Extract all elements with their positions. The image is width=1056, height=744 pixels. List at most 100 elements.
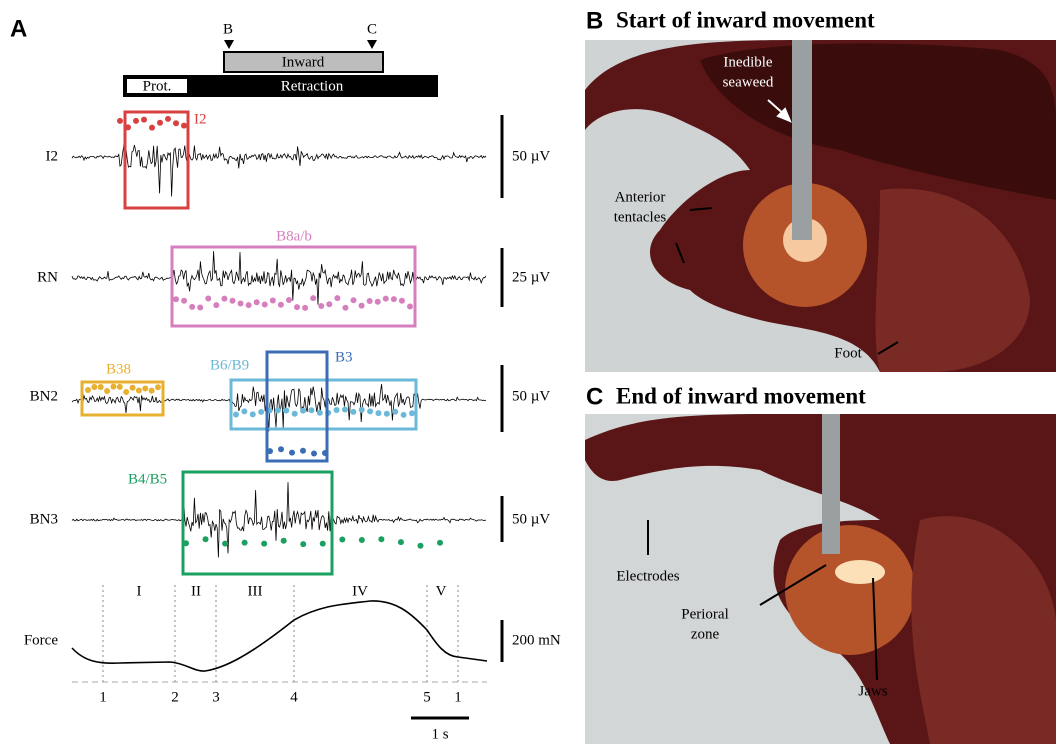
protraction-label: Prot. xyxy=(143,78,172,94)
unit-dot xyxy=(400,411,407,418)
unit-dot xyxy=(165,115,171,122)
channel-label: BN2 xyxy=(30,388,58,404)
unit-dot xyxy=(141,116,147,123)
time-point: 5 xyxy=(423,689,431,705)
unit-dot xyxy=(173,296,179,303)
unit-dot xyxy=(375,410,382,417)
unit-dot xyxy=(366,298,373,305)
marker xyxy=(224,40,377,49)
scale-label: 50 µV xyxy=(512,511,550,527)
channel-label: RN xyxy=(37,269,58,285)
unit-dot xyxy=(278,446,284,453)
unit-dot xyxy=(398,297,405,304)
phase-label: I xyxy=(137,583,142,599)
unit-dot xyxy=(197,304,204,311)
phase-label: II xyxy=(191,583,201,599)
unit-label: B38 xyxy=(106,361,131,377)
unit-dot xyxy=(392,408,399,415)
unit-dot xyxy=(283,407,290,414)
time-point: 1 xyxy=(454,689,462,705)
unit-dot xyxy=(123,388,130,395)
unit-dot xyxy=(341,406,348,413)
protraction-bar xyxy=(127,79,187,93)
unit-dot xyxy=(253,299,260,306)
scale-label: 50 µV xyxy=(512,388,550,404)
unit-dot xyxy=(258,408,265,415)
unit-dot xyxy=(383,410,390,417)
unit-dot xyxy=(319,540,326,547)
annotation: Foot xyxy=(834,345,862,361)
annotation: Inedible xyxy=(723,54,772,70)
unit-dot xyxy=(294,304,301,311)
unit-dot xyxy=(222,540,229,547)
unit-dot xyxy=(129,384,136,391)
scale-label: 25 µV xyxy=(512,269,550,285)
unit-dot xyxy=(233,411,239,418)
unit-label: B6/B9 xyxy=(210,357,249,373)
unit-dot xyxy=(181,122,187,129)
unit-dot xyxy=(334,295,341,302)
unit-dot xyxy=(97,384,104,391)
unit-dot xyxy=(333,407,340,414)
time-point: 1 xyxy=(99,689,107,705)
unit-dot xyxy=(374,298,381,305)
unit-dot xyxy=(181,297,188,304)
panel-label: B xyxy=(586,7,603,34)
unit-dot xyxy=(269,297,276,304)
retraction-bar xyxy=(123,75,438,97)
unit-dot xyxy=(133,117,139,124)
time-point: 2 xyxy=(171,689,179,705)
unit-dot xyxy=(213,302,220,309)
unit-dot xyxy=(378,536,385,543)
unit-dot xyxy=(339,536,346,543)
unit-dot xyxy=(277,301,284,308)
phase-lines xyxy=(102,585,459,682)
unit-dot xyxy=(117,117,123,124)
unit-dot xyxy=(397,539,404,546)
unit-dot xyxy=(205,295,212,302)
unit-dot xyxy=(249,411,256,418)
photo-c xyxy=(585,414,1056,744)
unit-label: B8a/b xyxy=(276,228,312,244)
unit-dot xyxy=(135,387,142,394)
trace xyxy=(71,134,487,197)
unit-dot xyxy=(116,383,123,390)
unit-dot xyxy=(229,297,236,304)
arrows xyxy=(647,520,878,681)
time-scale-label: 1 s xyxy=(431,726,448,742)
scale-bars xyxy=(411,115,504,720)
photo-b xyxy=(585,40,1056,372)
unit-dot xyxy=(241,539,248,546)
unit-dot xyxy=(157,119,163,126)
inward-label: Inward xyxy=(282,54,325,70)
unit-label: B4/B5 xyxy=(128,471,167,487)
phase-label: IV xyxy=(352,583,368,599)
unit-dot xyxy=(367,408,374,415)
unit-dot xyxy=(91,383,98,390)
unit-dot xyxy=(409,410,415,417)
unit-boxes xyxy=(80,110,418,576)
annotation: zone xyxy=(691,626,720,642)
unit-dot xyxy=(300,541,307,548)
marker-label: B xyxy=(223,21,233,37)
marker-label: C xyxy=(367,21,377,37)
panel-title: End of inward movement xyxy=(616,383,866,408)
unit-dot xyxy=(110,383,117,390)
unit-dot xyxy=(358,406,365,413)
unit-dot xyxy=(390,296,397,303)
unit-dot xyxy=(311,450,317,457)
unit-dot xyxy=(285,297,292,304)
annotation: tentacles xyxy=(614,209,667,225)
unit-dot xyxy=(342,304,349,311)
annotation: Anterior xyxy=(615,189,666,205)
unit-dot xyxy=(189,303,196,310)
time-point: 4 xyxy=(290,689,298,705)
retraction-label: Retraction xyxy=(281,78,344,94)
panel-title: Start of inward movement xyxy=(616,7,875,32)
channel-label: I2 xyxy=(46,148,59,164)
unit-dot xyxy=(300,407,307,414)
phase-label: III xyxy=(248,583,263,599)
unit-dot xyxy=(173,120,179,127)
unit-dot xyxy=(289,449,295,456)
